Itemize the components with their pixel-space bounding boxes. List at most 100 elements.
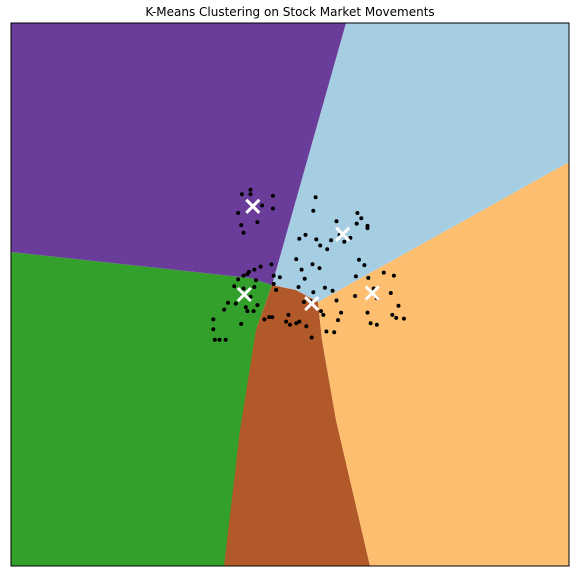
data-point [324,329,329,334]
data-point [297,319,302,324]
axes-frame [10,22,570,567]
data-point [353,294,358,298]
data-point [270,193,275,198]
data-point [355,211,360,215]
data-point [255,220,260,225]
data-point [277,275,282,280]
data-point [391,273,396,278]
data-point [252,285,257,289]
data-point [243,305,248,310]
data-point [253,278,258,283]
data-point [362,263,367,268]
data-point [239,321,244,326]
data-point [284,319,289,324]
data-point [313,195,318,200]
data-point [325,247,330,252]
data-point [241,230,246,235]
region-green [11,252,272,566]
data-point [252,267,257,272]
data-point [236,277,241,282]
centroid-marker [236,286,252,303]
data-point [365,226,370,231]
data-point [236,211,241,215]
data-point [222,307,227,312]
data-point [232,284,237,289]
data-point [288,322,292,327]
data-point [301,300,306,304]
data-point [334,298,339,303]
data-point [239,223,244,228]
data-point [396,303,401,308]
data-point [359,216,364,221]
data-point [368,321,373,326]
data-point [233,301,238,306]
data-point [262,317,267,322]
data-point [317,266,322,271]
data-point [330,288,335,293]
data-point [365,310,370,315]
data-point [401,316,406,321]
data-point [366,275,371,280]
data-point [212,337,217,342]
data-point [321,312,326,317]
data-point [353,274,358,279]
data-point [322,285,327,290]
data-point [318,243,323,248]
data-point [271,273,276,278]
data-point [354,221,359,226]
data-point [241,273,246,278]
centroid-marker [304,296,320,312]
data-point [332,330,337,335]
data-point [267,315,272,320]
data-point [211,317,216,322]
data-point [241,286,246,291]
data-point [217,337,222,342]
data-point [226,300,230,305]
data-point [357,257,361,262]
data-point [294,257,299,262]
data-point [334,219,339,224]
data-point [329,238,334,243]
data-point [311,208,316,213]
data-point [286,312,291,317]
data-point [342,239,347,244]
data-point [255,303,260,308]
centroid-marker [245,198,261,214]
data-point [314,237,319,242]
data-point [388,291,393,295]
data-point [319,309,323,314]
centroid-marker [335,226,351,242]
data-point [311,290,316,295]
data-point [271,281,276,286]
data-point [339,310,344,315]
data-point [299,267,304,272]
data-point [381,270,386,275]
data-point [296,285,301,289]
data-point [251,309,256,314]
data-point [258,264,263,269]
data-point [302,276,307,281]
data-point [303,232,308,237]
data-point [269,262,274,267]
data-point [223,337,228,342]
data-point [394,315,399,320]
data-point [211,327,216,332]
data-point [309,335,314,340]
data-point [246,269,251,274]
data-point [260,203,265,208]
data-point [270,206,275,211]
region-purple [11,23,346,285]
chart-title: K-Means Clustering on Stock Market Movem… [145,5,435,19]
data-point [297,236,302,241]
data-point [239,192,244,197]
data-point [270,315,275,320]
data-point [374,322,379,327]
region-orange [318,162,569,566]
data-point [274,288,279,292]
data-point [390,312,395,317]
data-point [310,262,315,267]
data-point [294,321,299,326]
data-point [248,187,253,192]
data-point [248,192,253,197]
